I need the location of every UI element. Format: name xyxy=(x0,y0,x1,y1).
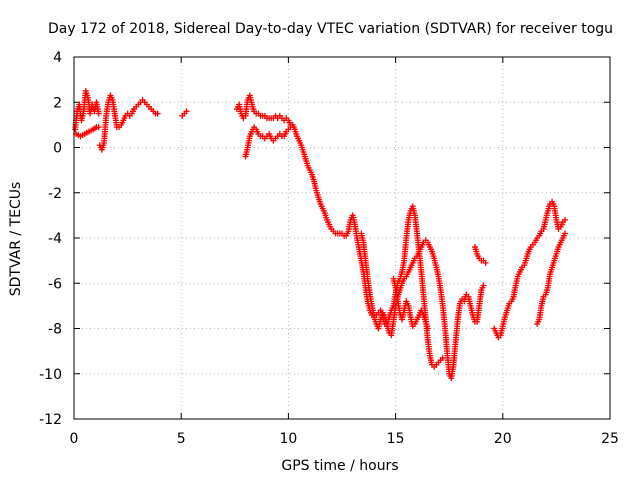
data-point xyxy=(424,325,431,332)
data-point xyxy=(183,108,190,115)
data-point xyxy=(482,259,489,266)
x-tick-label: 25 xyxy=(601,431,619,447)
data-point xyxy=(95,110,102,117)
y-tick-label: -6 xyxy=(48,276,62,292)
y-tick-label: 2 xyxy=(53,95,62,111)
data-point xyxy=(287,124,294,131)
y-axis-label: SDTVAR / TECUs xyxy=(8,182,24,297)
y-tick-label: -12 xyxy=(39,412,62,428)
grid xyxy=(73,56,611,420)
y-tick-label: 0 xyxy=(53,141,62,157)
x-tick-label: 10 xyxy=(279,431,297,447)
chart-title: Day 172 of 2018, Sidereal Day-to-day VTE… xyxy=(48,21,613,37)
y-tick-label: 4 xyxy=(53,50,62,66)
x-axis-label: GPS time / hours xyxy=(281,458,398,474)
x-tick-label: 20 xyxy=(494,431,512,447)
y-tick-label: -8 xyxy=(48,322,62,338)
data-point xyxy=(561,216,568,223)
data-point xyxy=(480,282,487,289)
y-tick-label: -4 xyxy=(48,231,62,247)
x-tick-labels: 0 5 10 15 20 25 xyxy=(70,431,619,447)
x-tick-label: 0 xyxy=(70,431,79,447)
data-points xyxy=(72,87,568,382)
x-tick-label: 15 xyxy=(387,431,405,447)
plot-frame xyxy=(73,56,611,420)
y-tick-labels: -12 -10 -8 -6 -4 -2 0 2 4 xyxy=(39,50,62,428)
data-point xyxy=(561,230,568,237)
data-point xyxy=(95,124,102,131)
y-tick-label: -10 xyxy=(39,367,62,383)
x-tick-label: 5 xyxy=(177,431,186,447)
y-tick-label: -2 xyxy=(48,186,62,202)
data-point xyxy=(154,110,161,117)
